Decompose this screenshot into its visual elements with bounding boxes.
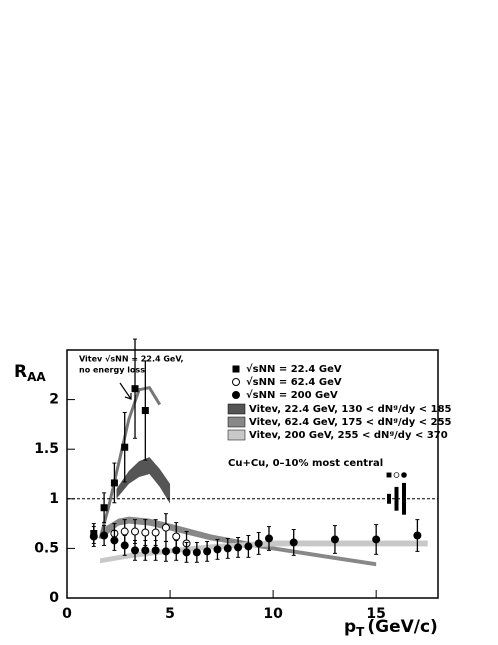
y-label-main: R — [14, 362, 27, 382]
circle-marker — [172, 546, 181, 555]
circle-marker — [100, 531, 109, 540]
theory-band — [99, 540, 428, 564]
circle-marker — [223, 544, 232, 553]
legend-label: √sNN = 22.4 GeV — [246, 363, 342, 375]
norm-uncertainty — [402, 482, 406, 515]
legend-swatch — [227, 416, 246, 428]
square-marker — [141, 407, 149, 415]
y-tick-label: 0.5 — [34, 540, 59, 556]
circle-marker — [182, 548, 191, 557]
circle-marker — [151, 546, 160, 555]
square-marker — [131, 385, 139, 393]
open-circle-marker — [151, 528, 160, 537]
legend-label: √sNN = 200 GeV — [246, 389, 338, 401]
circle-marker — [89, 532, 98, 541]
square-marker — [100, 504, 108, 512]
norm-uncertainty — [394, 486, 399, 511]
x-tick-label: 15 — [366, 606, 385, 622]
x-tick-label: 0 — [62, 606, 72, 622]
square-marker — [232, 365, 240, 373]
open-circle-marker — [131, 527, 140, 536]
open-circle-marker — [161, 523, 170, 532]
annotation: Cu+Cu, 0–10% most central — [228, 458, 383, 469]
square-marker — [110, 479, 118, 487]
circle-marker — [234, 543, 243, 552]
legend-label: Vitev, 22.4 GeV, 130 < dNᵍ/dy < 185 — [249, 404, 452, 415]
curve-arrowhead — [124, 393, 132, 400]
y-tick-label: 0 — [49, 590, 59, 606]
y-tick-label: 2 — [49, 392, 59, 408]
x-label-unit: (GeV/c) — [367, 617, 437, 637]
circle-marker — [372, 535, 381, 544]
legend-label: Vitev, 200 GeV, 255 < dNᵍ/dy < 370 — [249, 430, 448, 441]
y-tick-label: 1.5 — [34, 441, 59, 457]
curve-label: Vitev √sNN = 22.4 GeV, — [79, 355, 184, 364]
x-label-sub: T — [356, 625, 365, 639]
legend-swatch — [227, 403, 246, 415]
circle-marker — [413, 531, 422, 540]
x-tick-label: 10 — [263, 606, 283, 622]
circle-marker — [161, 547, 170, 556]
square-marker — [121, 443, 129, 451]
open-circle-marker — [141, 528, 150, 537]
circle-marker — [244, 542, 253, 551]
open-circle-marker — [172, 532, 181, 541]
circle-marker — [289, 538, 298, 547]
curve-arrow — [119, 382, 132, 400]
x-axis-title: pT (GeV/c) — [344, 617, 438, 639]
circle-marker — [141, 546, 150, 555]
legend-label: Vitev, 62.4 GeV, 175 < dNᵍ/dy < 255 — [249, 417, 452, 428]
y-tick-label: 1 — [49, 491, 59, 507]
circle-marker — [120, 541, 129, 550]
legend-label: √sNN = 62.4 GeV — [246, 376, 342, 388]
x-label-main: p — [344, 617, 356, 637]
theory-band — [116, 457, 171, 504]
circle-marker — [254, 539, 263, 548]
circle-marker — [203, 547, 212, 556]
circle-marker — [401, 472, 407, 478]
circle-marker — [264, 534, 273, 543]
square-marker — [386, 472, 392, 478]
plot-frame — [66, 349, 439, 599]
curve-label: no energy loss — [79, 366, 145, 375]
legend-swatch — [227, 429, 246, 441]
open-circle-marker — [232, 378, 240, 386]
y-label-sub: AA — [27, 370, 46, 384]
circle-marker — [232, 391, 240, 399]
circle-marker — [131, 546, 140, 555]
norm-uncertainty — [387, 493, 391, 504]
no-eloss-curve — [98, 386, 162, 539]
open-circle-marker — [120, 527, 129, 536]
y-axis-title: RAA — [14, 362, 46, 384]
circle-marker — [192, 548, 201, 557]
theory-band — [102, 516, 377, 567]
circle-marker — [213, 545, 222, 554]
circle-marker — [110, 536, 119, 545]
x-tick-label: 5 — [165, 606, 175, 622]
open-circle-marker — [393, 472, 400, 478]
circle-marker — [330, 535, 339, 544]
